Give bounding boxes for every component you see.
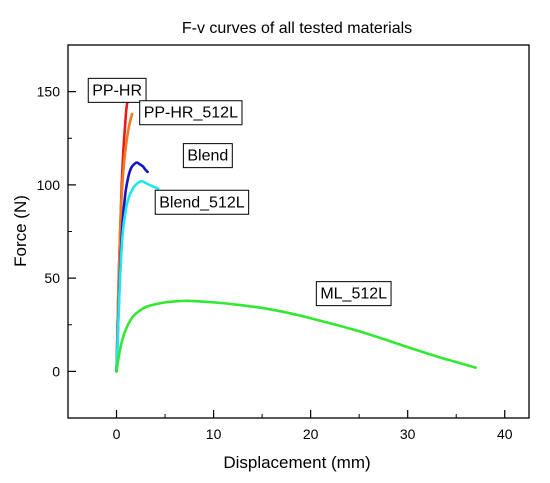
annotation-label-pp-hr: PP-HR (92, 82, 142, 99)
y-tick-label: 100 (37, 177, 61, 193)
series-layer (115, 101, 477, 373)
x-tick-label: 20 (303, 426, 319, 442)
x-tick-label: 30 (400, 426, 416, 442)
y-tick-label: 150 (37, 84, 61, 100)
annotation-box-ml-512l (315, 281, 392, 307)
annotation-label-blend: Blend (187, 148, 228, 165)
y-tick-label: 0 (52, 363, 60, 379)
annotation-box-blend-512l (154, 189, 250, 215)
series-line-blend-512l (115, 179, 160, 373)
annotation-box-pp-hr (87, 77, 147, 103)
x-tick-label: 10 (206, 426, 222, 442)
ticks-layer: 0 10 20 30 40 0 50 100 150 (37, 44, 513, 442)
chart-title: F-v curves of all tested materials (182, 20, 412, 37)
annotation-label-ml-512l: ML_512L (320, 286, 387, 303)
annotation-box-pp-hr-512l (139, 100, 243, 126)
y-axis-label: Force (N) (11, 195, 30, 267)
annotation-label-pp-hr-512l: PP-HR_512L (144, 105, 238, 122)
y-tick-label: 50 (44, 270, 60, 286)
x-tick-label: 0 (113, 426, 121, 442)
series-line-ml-512l (115, 299, 477, 373)
x-tick-label: 40 (497, 426, 513, 442)
annotation-box-blend (182, 143, 233, 169)
annotation-label-blend-512l: Blend_512L (159, 194, 245, 211)
x-axis-label: Displacement (mm) (223, 453, 370, 472)
